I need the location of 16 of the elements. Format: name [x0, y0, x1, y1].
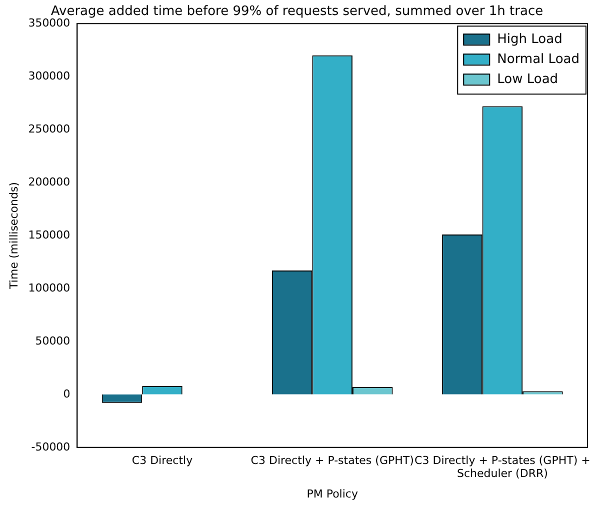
y-axis-title: Time (milliseconds) [7, 182, 20, 290]
y-tick-label: 250000 [28, 122, 70, 136]
y-tick-label: 300000 [28, 69, 70, 82]
legend-label: Normal Load [497, 52, 580, 67]
legend-label: High Load [497, 32, 562, 47]
x-axis-title: PM Policy [306, 487, 358, 500]
legend-label: Low Load [497, 72, 558, 87]
x-tick-label: C3 Directly + P-states (GPHT) [250, 454, 414, 467]
y-tick-label: -50000 [31, 440, 70, 454]
y-tick-label: 200000 [28, 175, 70, 188]
y-tick-label: 0 [63, 387, 70, 400]
x-tick-label: C3 Directly [132, 454, 194, 467]
x-tick-label: C3 Directly + P-states (GPHT) + Scheduler (DRR) [414, 454, 590, 480]
y-tick-label: 100000 [28, 281, 70, 294]
y-tick-label: 150000 [28, 228, 70, 242]
y-tick-label: 50000 [35, 334, 70, 348]
